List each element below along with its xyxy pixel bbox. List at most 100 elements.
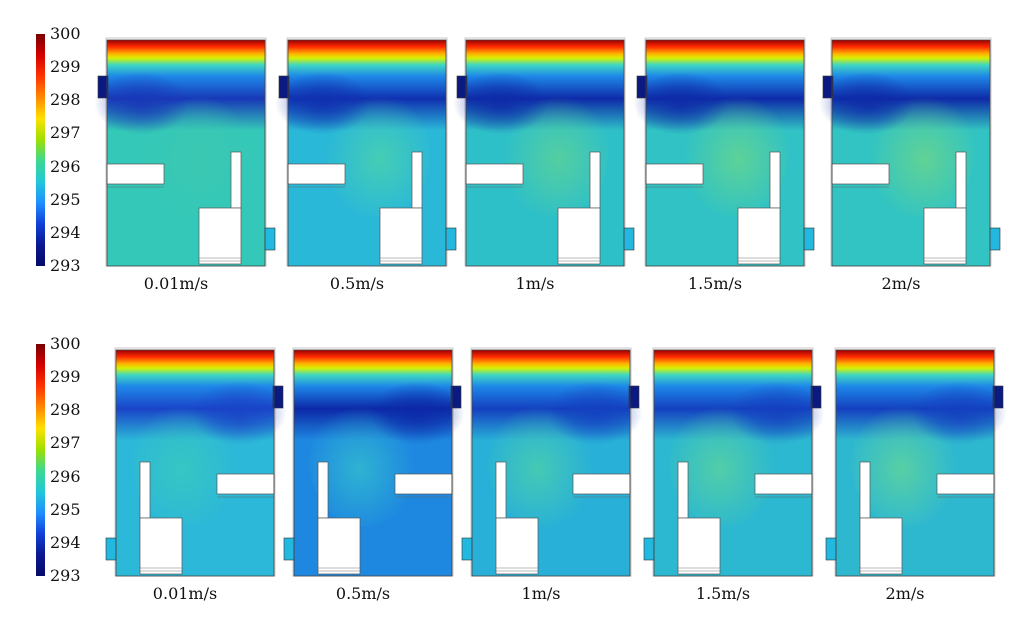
table-obstacle xyxy=(831,163,890,185)
inlet-velocity-caption: 0.01m/s xyxy=(152,584,218,603)
temperature-field-panel: 2m/s xyxy=(825,346,1007,622)
table-obstacle xyxy=(106,163,165,185)
inlet-velocity-caption: 1m/s xyxy=(521,584,561,603)
air-inlet-vent xyxy=(278,75,290,99)
air-inlet-vent xyxy=(272,385,284,409)
colorbar-tick-label: 298 xyxy=(50,400,81,420)
air-outlet-vent xyxy=(461,537,473,561)
cabinet-obstacle xyxy=(589,151,601,209)
air-inlet-vent xyxy=(456,75,468,99)
table-obstacle xyxy=(572,473,631,495)
temperature-field-panel: 0.01m/s xyxy=(94,36,276,312)
box-obstacle xyxy=(737,207,781,265)
air-inlet-vent xyxy=(822,75,834,99)
colorbar-tick-label: 297 xyxy=(50,123,81,143)
air-outlet-vent xyxy=(264,227,276,251)
cabinet-obstacle xyxy=(677,461,689,519)
table-obstacle xyxy=(287,163,346,185)
air-outlet-vent xyxy=(803,227,815,251)
colorbar-tick-label: 293 xyxy=(50,256,81,275)
cabinet-obstacle xyxy=(139,461,151,519)
air-inlet-vent xyxy=(636,75,648,99)
air-outlet-vent xyxy=(643,537,655,561)
box-obstacle xyxy=(198,207,242,265)
colorbar-tick-label: 300 xyxy=(50,334,81,353)
box-obstacle xyxy=(317,517,361,575)
table-obstacle xyxy=(465,163,524,185)
temperature-contour-map xyxy=(453,37,635,267)
air-inlet-vent xyxy=(810,385,822,409)
colorbar-tick-label: 296 xyxy=(50,466,81,486)
inlet-velocity-caption: 1.5m/s xyxy=(687,274,743,293)
temperature-contour-map xyxy=(643,347,825,577)
temperature-field-panel: 0.01m/s xyxy=(105,346,287,622)
box-obstacle xyxy=(859,517,903,575)
air-inlet-vent xyxy=(97,75,109,99)
cabinet-obstacle xyxy=(769,151,781,209)
box-obstacle xyxy=(557,207,601,265)
table-obstacle xyxy=(936,473,995,495)
temperature-contour-map xyxy=(825,347,1007,577)
temperature-contour-map xyxy=(105,347,287,577)
figure-row-top: 300 299 298 297 296 295 294 293 0.01m/s 0.5m/s 1m… xyxy=(0,0,1017,310)
colorbar-tick-label: 295 xyxy=(50,499,81,519)
temperature-field-panel: 1.5m/s xyxy=(633,36,815,312)
air-outlet-vent xyxy=(825,537,837,561)
inlet-velocity-caption: 2m/s xyxy=(881,274,921,293)
colorbar-tick-label: 299 xyxy=(50,57,81,77)
inlet-velocity-caption: 0.5m/s xyxy=(329,274,385,293)
air-outlet-vent xyxy=(283,537,295,561)
cabinet-obstacle xyxy=(495,461,507,519)
temperature-field-panel: 1m/s xyxy=(461,346,643,622)
box-obstacle xyxy=(379,207,423,265)
temperature-contour-map xyxy=(633,37,815,267)
box-obstacle xyxy=(139,517,183,575)
table-obstacle xyxy=(754,473,813,495)
air-outlet-vent xyxy=(989,227,1001,251)
temperature-field-panel: 0.5m/s xyxy=(283,346,465,622)
table-obstacle xyxy=(394,473,453,495)
box-obstacle xyxy=(495,517,539,575)
temperature-field-panel: 2m/s xyxy=(819,36,1001,312)
inlet-velocity-caption: 0.01m/s xyxy=(143,274,209,293)
colorbar-tick-label: 298 xyxy=(50,90,81,110)
cabinet-obstacle xyxy=(411,151,423,209)
air-inlet-vent xyxy=(628,385,640,409)
colorbar-top xyxy=(36,34,45,266)
table-obstacle xyxy=(216,473,275,495)
figure-row-bottom: 300 299 298 297 296 295 294 293 0.01m/s 0.5m/s 1m… xyxy=(0,310,1017,623)
colorbar-tick-label: 299 xyxy=(50,367,81,387)
box-obstacle xyxy=(677,517,721,575)
temperature-contour-map xyxy=(275,37,457,267)
inlet-velocity-caption: 2m/s xyxy=(885,584,925,603)
temperature-contour-map xyxy=(283,347,465,577)
cabinet-obstacle xyxy=(230,151,242,209)
colorbar-tick-label: 294 xyxy=(50,222,81,242)
air-outlet-vent xyxy=(623,227,635,251)
temperature-contour-map xyxy=(94,37,276,267)
inlet-velocity-caption: 1m/s xyxy=(515,274,555,293)
inlet-velocity-caption: 1.5m/s xyxy=(695,584,751,603)
temperature-contour-map xyxy=(461,347,643,577)
colorbar-tick-label: 300 xyxy=(50,24,81,43)
cabinet-obstacle xyxy=(859,461,871,519)
temperature-field-panel: 1m/s xyxy=(453,36,635,312)
colorbar-tick-label: 296 xyxy=(50,156,81,176)
colorbar-tick-label: 297 xyxy=(50,433,81,453)
air-outlet-vent xyxy=(105,537,117,561)
temperature-contour-map xyxy=(819,37,1001,267)
colorbar-tick-label: 294 xyxy=(50,532,81,552)
cabinet-obstacle xyxy=(317,461,329,519)
inlet-velocity-caption: 0.5m/s xyxy=(335,584,391,603)
air-inlet-vent xyxy=(992,385,1004,409)
cabinet-obstacle xyxy=(955,151,967,209)
temperature-field-panel: 0.5m/s xyxy=(275,36,457,312)
air-inlet-vent xyxy=(450,385,462,409)
air-outlet-vent xyxy=(445,227,457,251)
box-obstacle xyxy=(923,207,967,265)
colorbar-tick-label: 293 xyxy=(50,566,81,585)
temperature-field-panel: 1.5m/s xyxy=(643,346,825,622)
table-obstacle xyxy=(645,163,704,185)
colorbar-bottom xyxy=(36,344,45,576)
colorbar-tick-label: 295 xyxy=(50,189,81,209)
